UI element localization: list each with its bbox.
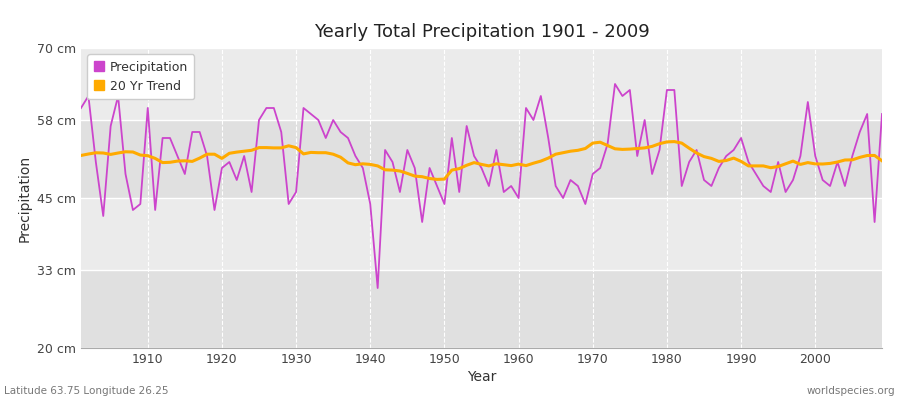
Text: Latitude 63.75 Longitude 26.25: Latitude 63.75 Longitude 26.25 (4, 386, 169, 396)
Legend: Precipitation, 20 Yr Trend: Precipitation, 20 Yr Trend (87, 54, 194, 99)
Bar (81, 198, 882, 270)
Title: Yearly Total Precipitation 1901 - 2009: Yearly Total Precipitation 1901 - 2009 (313, 23, 650, 41)
Text: worldspecies.org: worldspecies.org (807, 386, 896, 396)
Bar (81, 48, 882, 120)
Y-axis label: Precipitation: Precipitation (17, 154, 32, 242)
Bar (81, 270, 882, 348)
X-axis label: Year: Year (467, 370, 496, 384)
Bar (81, 120, 882, 198)
